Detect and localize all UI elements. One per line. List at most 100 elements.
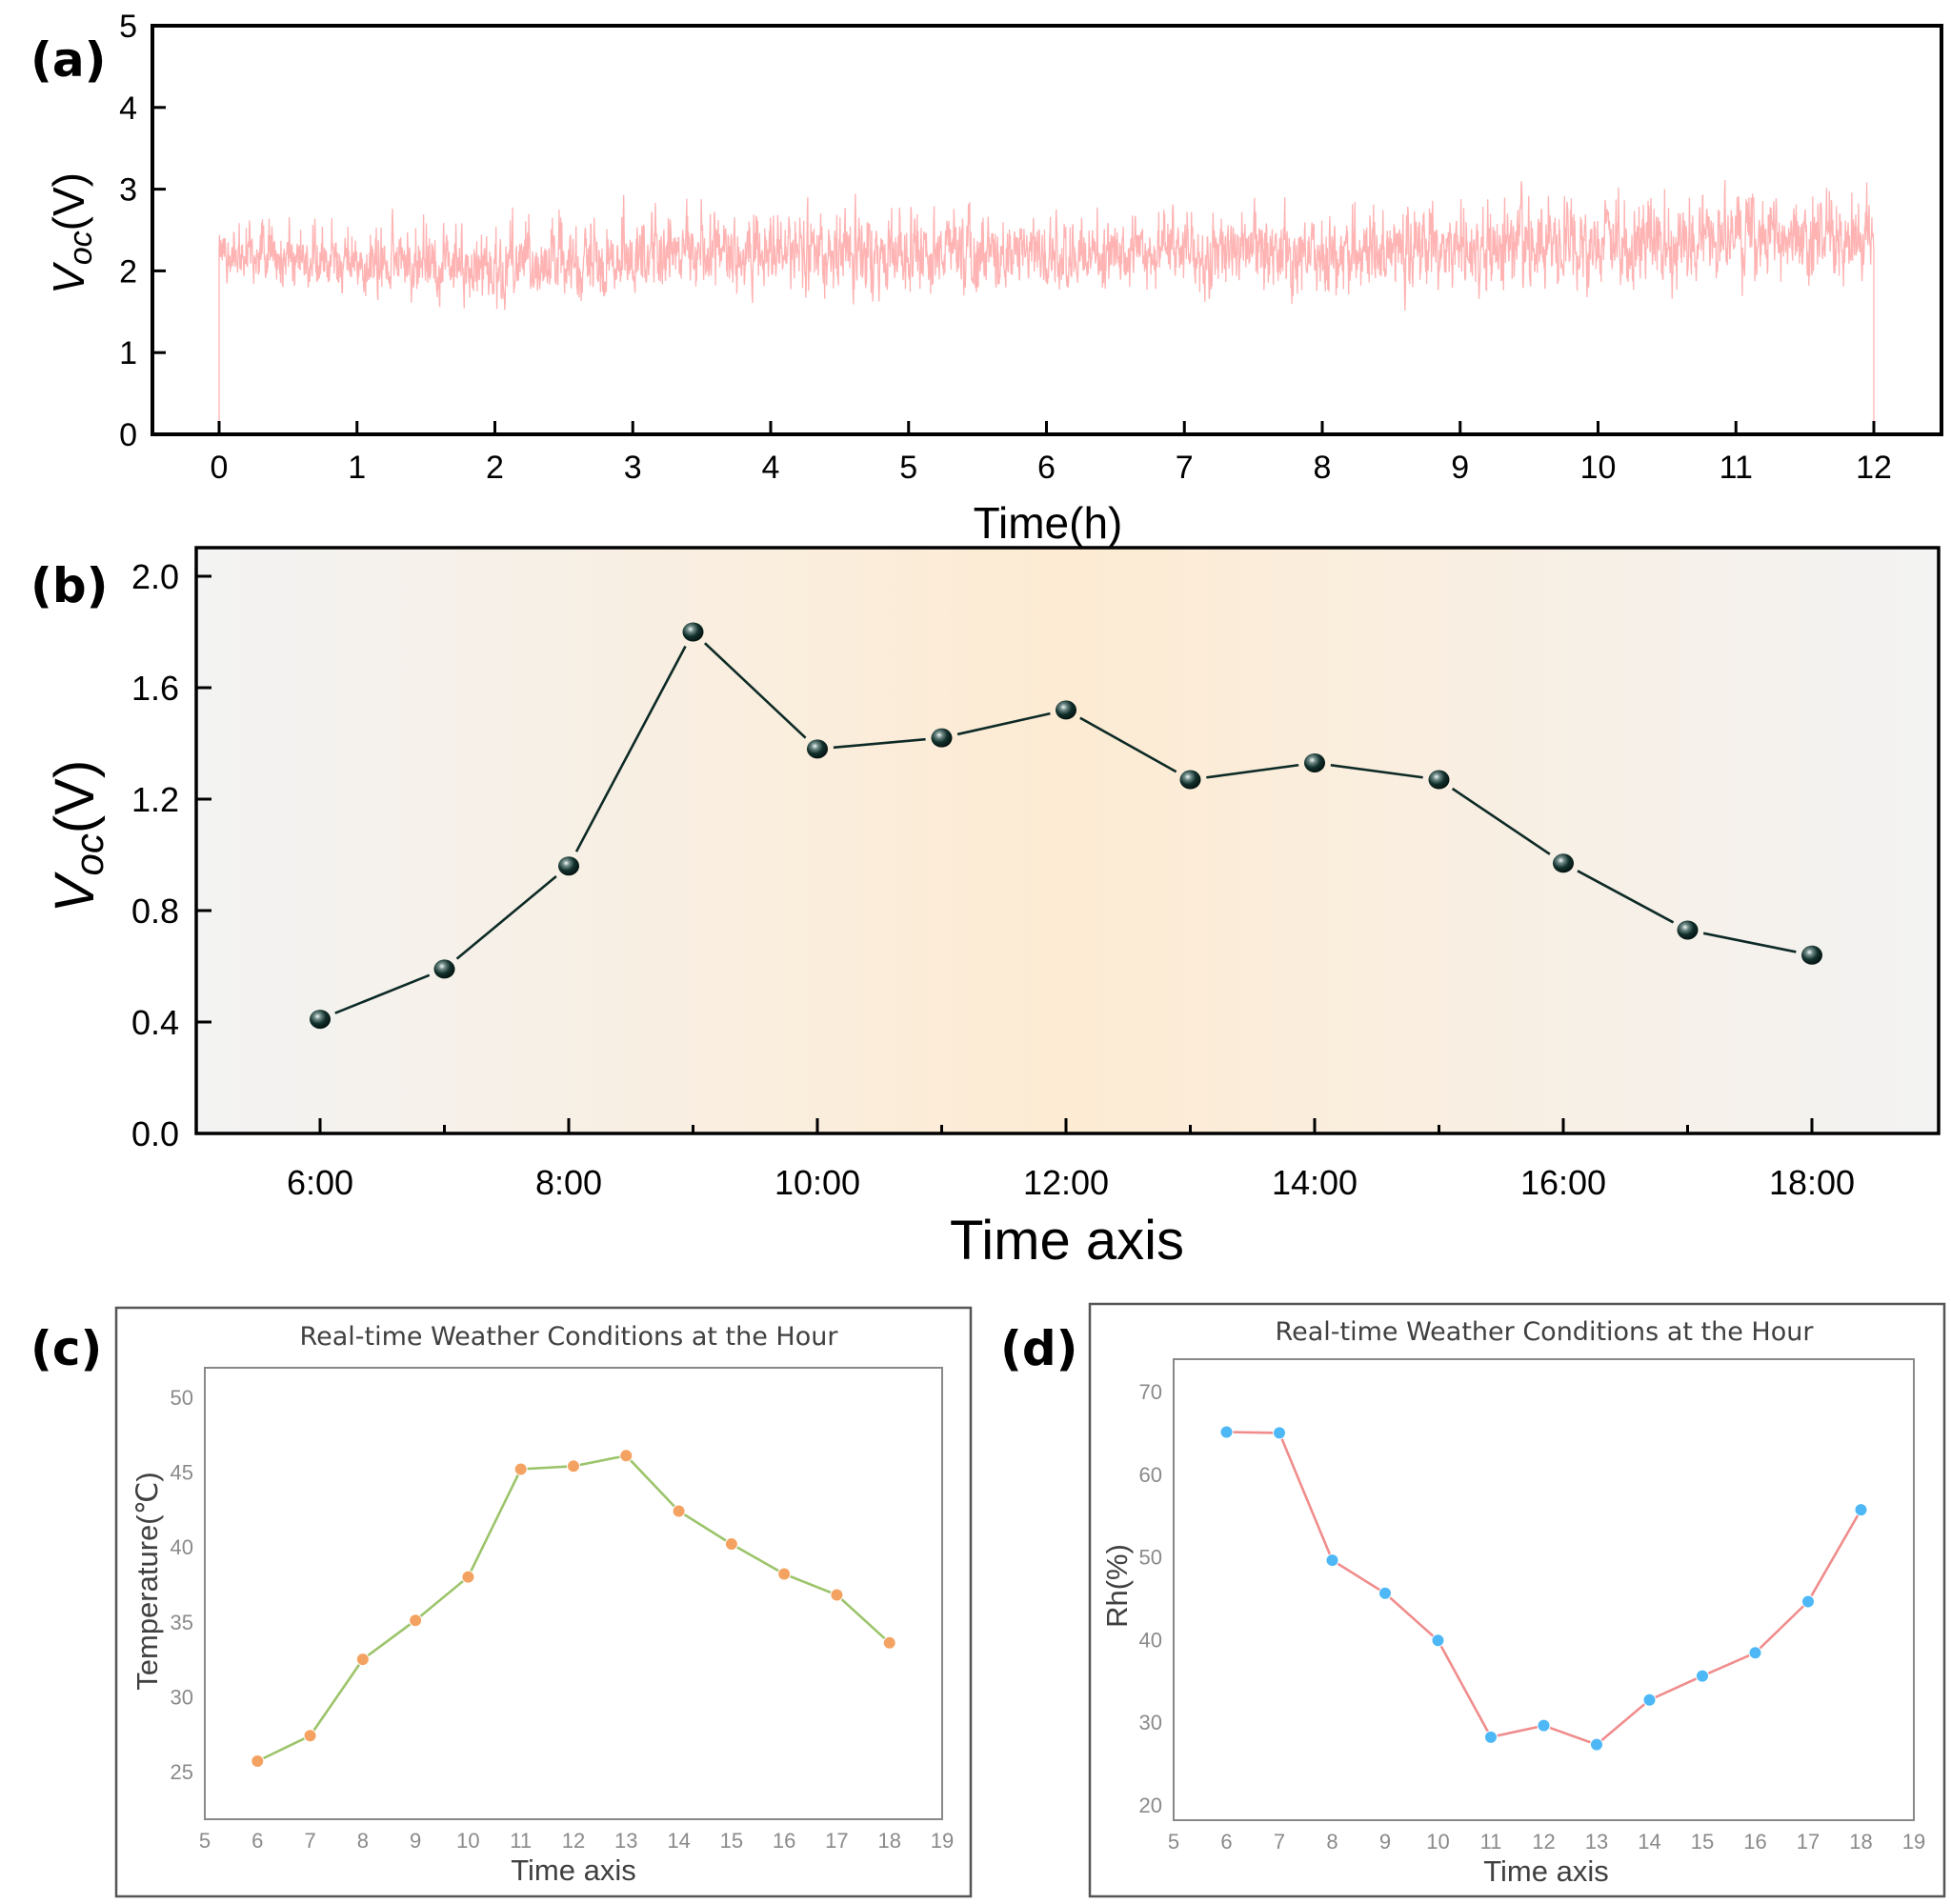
data-point-marker [682,622,704,642]
data-point-marker [1431,1633,1445,1648]
data-point-marker [1590,1737,1603,1752]
x-tick-label: 11 [1720,450,1753,486]
series-segment [1330,763,1423,779]
x-tick-label: 4 [762,450,780,486]
y-tick-label: 30 [1139,1711,1162,1734]
y-tick-label: 2.0 [131,557,179,596]
y-tick-label: 25 [171,1760,193,1784]
data-point-marker [461,1570,475,1584]
series-segment [1451,787,1551,855]
y-tick-label: 0 [119,417,137,453]
y-tick-label: 50 [171,1386,193,1410]
y-tick-label: 30 [171,1685,193,1709]
y-axis-title-c: Temperature(℃) [131,1472,164,1691]
data-point-marker [567,1459,580,1473]
data-point-marker [1677,920,1699,940]
y-axis-c: 25 30 35 40 45 50 [171,1386,193,1784]
y-axis-title-b: Voc(V) [44,760,111,912]
data-point-marker [303,1729,317,1743]
x-tick-label: 18:00 [1769,1163,1855,1202]
temperature-series [251,1449,896,1768]
x-axis-c: 5 6 7 8 9 10 11 12 13 14 15 16 17 18 19 [199,1829,954,1853]
x-tick-label: 18 [877,1829,900,1853]
y-tick-label: 60 [1139,1463,1162,1487]
x-tick-label: 10 [1426,1830,1449,1854]
x-tick-label: 12 [562,1829,585,1853]
x-axis-title-d: Time axis [1483,1854,1608,1888]
y-title-unit: (V) [44,172,93,230]
panel-label-d: (d) [1000,1321,1078,1376]
y-tick-label: 5 [119,9,137,45]
chart-title-d: Real-time Weather Conditions at the Hour [1276,1317,1815,1347]
data-point-marker [1304,752,1325,772]
x-tick-label: 19 [931,1829,954,1853]
data-point-marker [830,1588,844,1602]
data-point-marker [1642,1693,1657,1707]
data-point-marker [807,739,828,759]
series-segment [1079,716,1177,773]
voc-hourly-series [310,622,1822,1030]
x-tick-label: 8:00 [535,1163,602,1202]
data-point-marker [1696,1669,1709,1683]
data-point-marker [1325,1553,1339,1568]
x-tick-label: 12 [1856,450,1892,486]
y-tick-label: 1.2 [131,780,179,819]
x-tick-label: 14 [1638,1830,1660,1854]
data-point-marker [1428,770,1450,790]
x-tick-label: 5 [1168,1830,1179,1854]
x-tick-label: 6 [251,1829,263,1853]
x-tick-label: 16:00 [1520,1163,1606,1202]
panel-b-hourly-voc: (b) 6:00 8:00 10:00 12:00 14:00 16:00 18:00 0.… [30,546,1941,1272]
x-tick-label: 16 [773,1829,795,1853]
y-tick-label: 35 [171,1611,193,1634]
panel-label-c: (c) [30,1321,102,1376]
x-tick-label: 3 [624,450,642,486]
x-tick-label: 17 [825,1829,848,1853]
x-tick-label: 8 [357,1829,369,1853]
x-tick-label: 6:00 [287,1163,353,1202]
x-tick-label: 0 [211,450,229,486]
x-tick-label: 10 [1580,450,1617,486]
x-tick-label: 9 [410,1829,421,1853]
data-point-marker [310,1010,331,1030]
data-point-marker [355,1653,370,1667]
panel-c-temperature: (c) Real-time Weather Conditions at the … [30,1306,973,1898]
data-point-marker [251,1754,265,1768]
panel-d-humidity: (d) Real-time Weather Conditions at the … [1000,1302,1946,1898]
y-tick-label: 4 [119,90,137,127]
y-tick-label: 40 [171,1535,193,1559]
x-tick-label: 7 [1176,450,1194,486]
y-tick-label: 45 [171,1461,193,1485]
y-axis-title-a: Voc(V) [44,172,99,294]
x-tick-label: 15 [1691,1830,1714,1854]
data-point-marker [1179,770,1201,790]
y-tick-label: 50 [1139,1546,1162,1570]
series-segment [455,875,557,960]
x-tick-label: 11 [1480,1830,1502,1854]
x-tick-label: 18 [1849,1830,1872,1854]
x-tick-label: 16 [1743,1830,1766,1854]
y-axis-title-d: Rh(%) [1100,1544,1134,1628]
data-point-marker [1748,1646,1762,1660]
plot-background-b [196,548,1939,1133]
humidity-series [1219,1425,1868,1752]
y-axis-a: 0 1 2 3 4 5 [119,9,166,453]
y-tick-label: 1 [119,335,137,371]
x-axis-b: 6:00 8:00 10:00 12:00 14:00 16:00 18:00 [287,1118,1855,1202]
x-axis-d: 5 6 7 8 9 10 11 12 13 14 15 16 17 18 19 [1168,1830,1925,1854]
plot-frame-d [1173,1358,1915,1821]
x-tick-label: 10:00 [774,1163,860,1202]
data-point-marker [513,1462,528,1476]
data-point-marker [931,728,953,748]
x-axis-title-b: Time axis [950,1210,1184,1272]
series-segment [334,973,431,1014]
data-point-marker [409,1613,423,1628]
data-point-marker [777,1567,792,1581]
data-point-marker [724,1537,738,1552]
x-tick-label: 19 [1902,1830,1925,1854]
data-point-marker [672,1504,686,1518]
data-point-marker [1378,1586,1392,1600]
chart-title-c: Real-time Weather Conditions at the Hour [300,1322,839,1352]
